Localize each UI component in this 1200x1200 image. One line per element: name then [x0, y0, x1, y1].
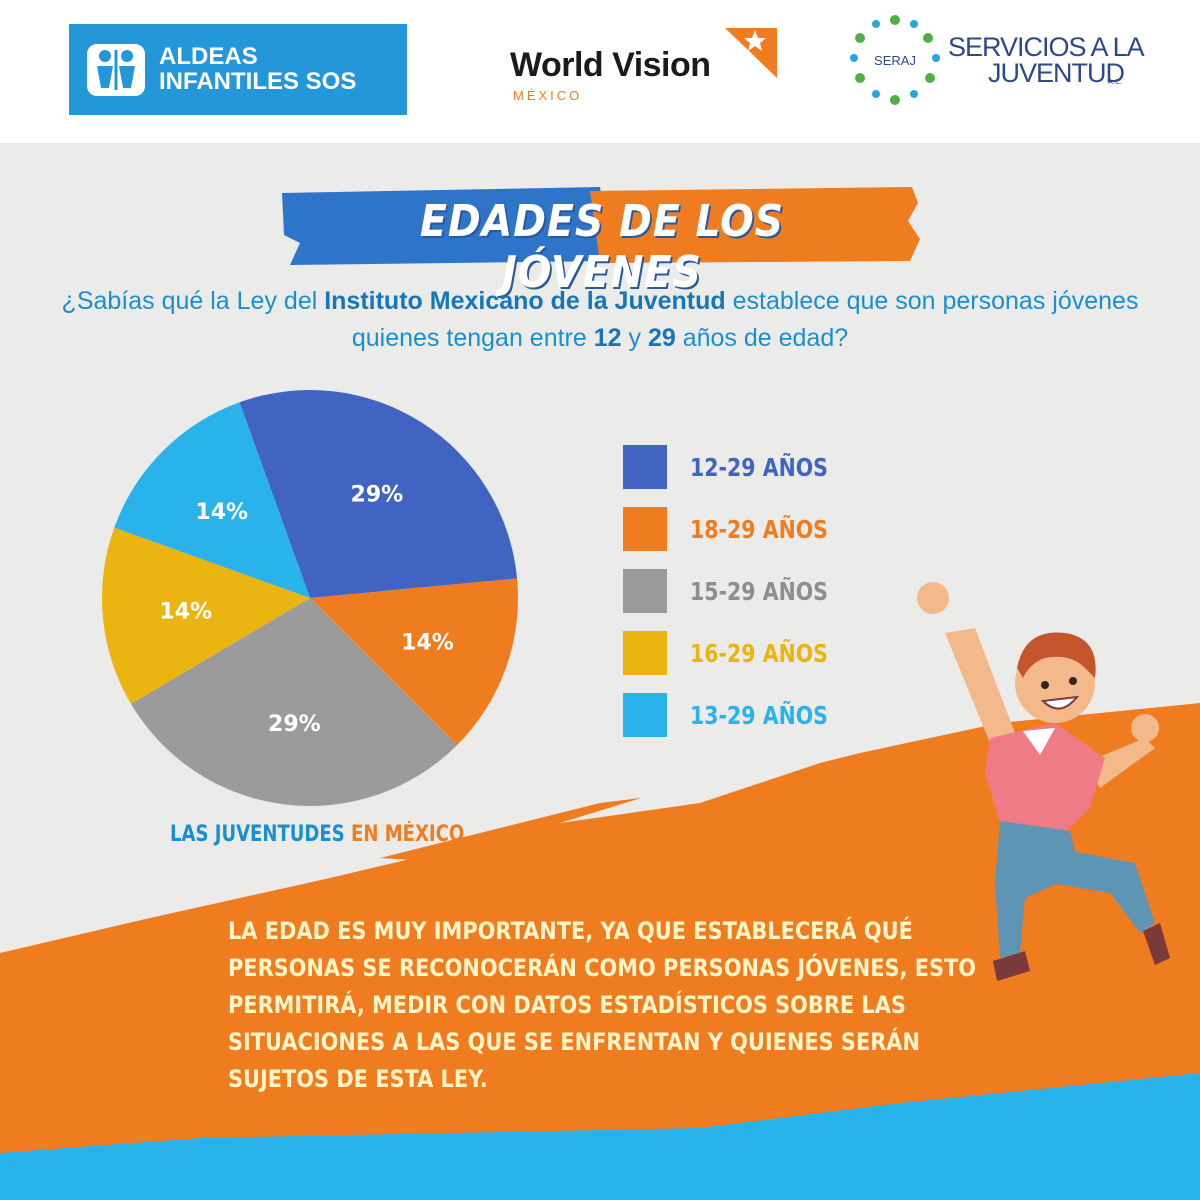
pie-slice-5: [114, 402, 310, 598]
legend-swatch: [623, 631, 667, 675]
legend-item: 16-29 AÑOS: [623, 631, 883, 677]
pie-slice-2: [310, 578, 518, 746]
legend-item: 18-29 AÑOS: [623, 507, 883, 553]
jumping-boy-illustration: [917, 582, 1170, 981]
pie-label-4: 14%: [159, 600, 212, 625]
pie-slice-3: [130, 598, 458, 806]
brush-stroke-background: [0, 187, 1200, 1200]
world-vision-country: MÉXICO: [513, 88, 583, 103]
legend-swatch: [623, 507, 667, 551]
pie-chart: 29% 14% 29% 14% 14%: [102, 390, 518, 806]
legend-item: 15-29 AÑOS: [623, 569, 883, 615]
legend-label: 18-29 AÑOS: [690, 515, 828, 544]
pie-slice-1: [239, 390, 518, 598]
people-circle-icon: SERAJ: [850, 15, 940, 105]
chart-subtitle: LAS JUVENTUDES EN MÉXICO: [170, 822, 465, 847]
chart-title: EDADES DE LOS JÓVENES: [419, 196, 785, 298]
svg-text:SERAJ: SERAJ: [874, 53, 916, 68]
legend-item: 12-29 AÑOS: [623, 445, 883, 491]
pie-slice-4: [102, 527, 310, 704]
seraj-logo: SERAJ SERVICIOS A LA JUVENTUD A.C.: [848, 10, 1148, 110]
legend-swatch: [623, 693, 667, 737]
pie-label-5: 14%: [195, 500, 248, 525]
star-icon: [725, 28, 777, 78]
children-tree-icon: [87, 44, 145, 96]
aldeas-sos-wordmark: ALDEAS INFANTILES SOS: [159, 43, 357, 95]
note-text: LA EDAD ES MUY IMPORTANTE, YA QUE ESTABL…: [228, 917, 977, 1093]
title-banner: EDADES DE LOS JÓVENES: [282, 186, 922, 298]
aldeas-sos-logo: ALDEAS INFANTILES SOS: [69, 24, 407, 115]
pie-label-1: 29%: [351, 483, 404, 508]
legend-label: 15-29 AÑOS: [690, 577, 828, 606]
legend-item: 13-29 AÑOS: [623, 693, 883, 739]
legend-swatch: [623, 445, 667, 489]
legend-label: 16-29 AÑOS: [690, 639, 828, 668]
question-text: ¿Sabías qué la Ley del Instituto Mexican…: [61, 287, 1139, 352]
pie-label-2: 14%: [401, 630, 454, 655]
legend-label: 12-29 AÑOS: [690, 453, 828, 482]
world-vision-wordmark: World Vision: [510, 46, 711, 84]
legend-swatch: [623, 569, 667, 613]
legend-label: 13-29 AÑOS: [690, 701, 828, 730]
seraj-wordmark: SERVICIOS A LA JUVENTUD: [948, 32, 1145, 88]
header: ALDEAS INFANTILES SOS World Vision MÉXIC…: [0, 0, 1200, 143]
world-vision-logo: World Vision MÉXICO: [510, 26, 780, 106]
pie-label-3: 29%: [268, 712, 321, 737]
infographic-body: EDADES DE LOS JÓVENES ¿Sabías qué la Ley…: [0, 143, 1200, 1200]
